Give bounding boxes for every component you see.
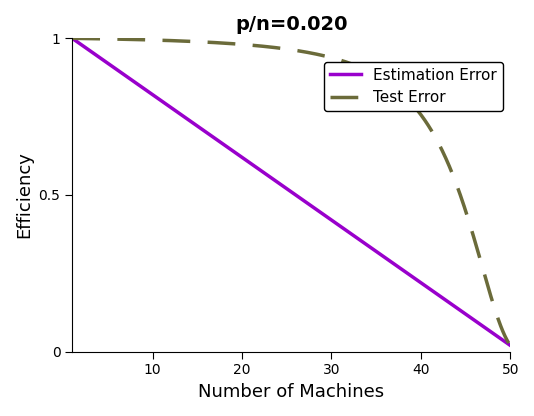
Test Error <box>69 36 75 41</box>
Estimation Error <box>411 275 417 280</box>
X-axis label: Number of Machines: Number of Machines <box>198 383 384 401</box>
Title: p/n=0.020: p/n=0.020 <box>235 15 348 34</box>
Test Error <box>246 42 253 47</box>
Test Error <box>419 113 425 118</box>
Estimation Error <box>114 67 120 72</box>
Estimation Error <box>419 281 425 286</box>
Test Error <box>507 343 514 348</box>
Test Error <box>411 104 417 109</box>
Line: Test Error: Test Error <box>72 38 511 345</box>
Test Error <box>370 71 376 76</box>
Estimation Error <box>507 343 514 348</box>
Estimation Error <box>69 36 75 41</box>
Legend: Estimation Error, Test Error: Estimation Error, Test Error <box>324 62 502 111</box>
Test Error <box>262 44 269 49</box>
Line: Estimation Error: Estimation Error <box>72 38 511 345</box>
Test Error <box>114 37 120 42</box>
Estimation Error <box>370 247 376 252</box>
Estimation Error <box>246 160 253 165</box>
Estimation Error <box>262 171 269 176</box>
Y-axis label: Efficiency: Efficiency <box>15 151 33 238</box>
